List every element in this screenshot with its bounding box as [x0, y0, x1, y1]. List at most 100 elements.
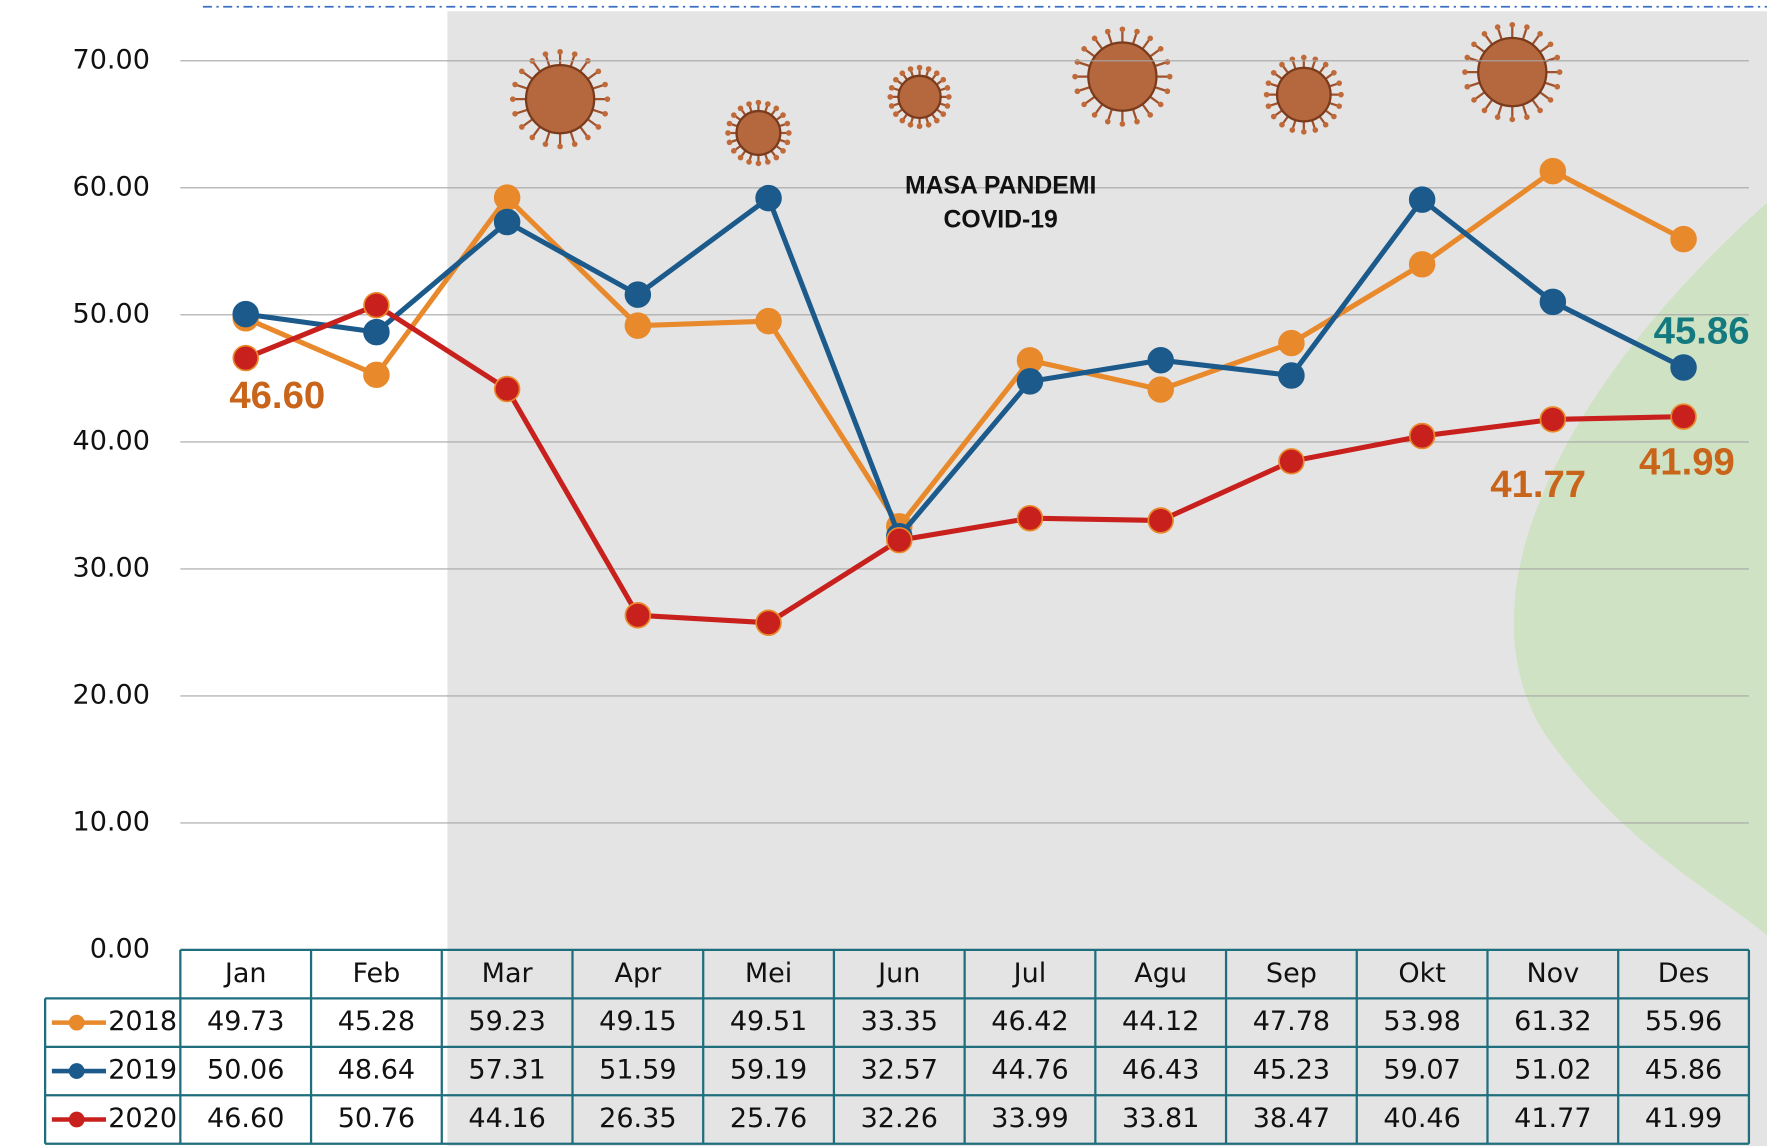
data-point	[624, 602, 652, 629]
virus-tip	[1157, 45, 1164, 52]
virus-tip	[1157, 101, 1164, 108]
virus-tip	[726, 139, 733, 146]
virus-tip	[893, 111, 899, 117]
virus-tip	[557, 143, 563, 150]
data-point	[493, 208, 521, 236]
virus-tip	[1265, 103, 1272, 109]
x-tick-label: Feb	[352, 958, 400, 989]
virus-icon	[1072, 26, 1173, 127]
y-tick-label: 40.00	[73, 425, 150, 456]
virus-tip	[780, 148, 786, 154]
virus-tip	[595, 68, 602, 75]
virus-tip	[1312, 127, 1319, 133]
virus-tip	[780, 112, 786, 118]
virus-tip	[602, 81, 608, 88]
virus-tip	[946, 94, 952, 100]
table-cell: 49.51	[730, 1006, 807, 1037]
table-cell: 46.43	[1122, 1055, 1199, 1086]
virus-tip	[1119, 26, 1126, 33]
data-point	[232, 344, 259, 372]
virus-tip	[1462, 69, 1468, 75]
x-tick-label: Sep	[1266, 958, 1317, 989]
virus-tip	[925, 121, 932, 128]
table-cell: 41.77	[1514, 1103, 1591, 1134]
data-point	[1408, 422, 1436, 450]
virus-tip	[1119, 121, 1126, 127]
virus-tip	[940, 111, 947, 117]
virus-tip	[786, 130, 792, 136]
virus-tip	[907, 66, 914, 72]
virus-tip	[585, 134, 591, 141]
virus-tip	[755, 99, 762, 106]
virus-tip	[571, 141, 578, 147]
table-cell: 45.28	[338, 1006, 415, 1037]
virus-tip	[899, 117, 906, 124]
table-cell: 33.35	[861, 1006, 938, 1037]
x-tick-label: Okt	[1398, 958, 1446, 989]
virus-tip	[1464, 83, 1471, 90]
virus-tip	[944, 85, 951, 91]
x-tick-label: Nov	[1526, 958, 1579, 989]
y-tick-label: 60.00	[73, 171, 150, 202]
virus-body	[1275, 66, 1332, 123]
virus-tip	[1147, 35, 1154, 42]
virus-tip	[1336, 80, 1342, 86]
virus-tip	[1471, 41, 1477, 48]
virus-tip	[1300, 129, 1307, 135]
data-point	[1016, 368, 1044, 395]
series-line	[244, 168, 1685, 531]
legend-label: 2018	[108, 1006, 177, 1037]
virus-tip	[1091, 112, 1098, 118]
x-tick-label: Jul	[1012, 958, 1047, 989]
x-tick-label: Agu	[1134, 958, 1187, 989]
plot: 0.00 10.00 20.00 30.00 40.00 50.00 60.00 70.00 M…	[44, 21, 1751, 1145]
table-cell: 44.12	[1122, 1006, 1199, 1037]
data-point	[1670, 225, 1697, 253]
virus-tip	[1537, 107, 1543, 114]
virus-tip	[512, 110, 518, 117]
virus-tip	[1164, 59, 1171, 65]
data-point	[1147, 376, 1174, 403]
virus-tip	[730, 148, 737, 154]
virus-tip	[933, 117, 940, 124]
virus-tip	[512, 81, 518, 88]
virus-tip	[755, 160, 762, 167]
data-point	[1016, 504, 1044, 532]
virus-tip	[737, 154, 744, 161]
virus-tip	[1104, 118, 1111, 125]
virus-tip	[916, 64, 923, 71]
x-tick-label: Jan	[223, 958, 267, 989]
virus-tip	[1524, 24, 1530, 30]
virus-tip	[893, 76, 899, 83]
table-cell: 46.60	[207, 1103, 284, 1134]
data-point	[886, 526, 913, 554]
value-label: 41.77	[1490, 463, 1586, 506]
virus-icon	[1462, 21, 1563, 123]
virus-tip	[1524, 114, 1530, 120]
virus-tip	[1322, 121, 1329, 128]
virus-tip	[1509, 21, 1516, 28]
virus-tip	[1134, 28, 1140, 35]
x-tick-label: Mar	[482, 958, 534, 989]
table-cell: 59.19	[730, 1055, 807, 1086]
virus-tip	[725, 130, 731, 136]
legend-label: 2019	[108, 1055, 177, 1086]
data-point	[1278, 362, 1305, 389]
y-tick-label: 20.00	[73, 679, 150, 710]
table-cell: 55.96	[1645, 1006, 1722, 1037]
virus-tip	[765, 101, 771, 107]
annotation: COVID-19	[944, 206, 1058, 233]
data-point	[363, 318, 390, 346]
virus-tip	[1300, 54, 1307, 61]
table-cell: 53.98	[1383, 1006, 1460, 1037]
virus-tip	[542, 51, 549, 57]
virus-tip	[773, 105, 780, 112]
table-cell: 32.26	[861, 1103, 938, 1134]
virus-tip	[1547, 97, 1554, 103]
data-point	[1147, 507, 1174, 534]
virus-tip	[784, 120, 791, 127]
virus-tip	[1074, 88, 1081, 95]
data-point	[363, 291, 390, 319]
virus-icon	[509, 49, 611, 150]
virus-tip	[784, 139, 791, 146]
